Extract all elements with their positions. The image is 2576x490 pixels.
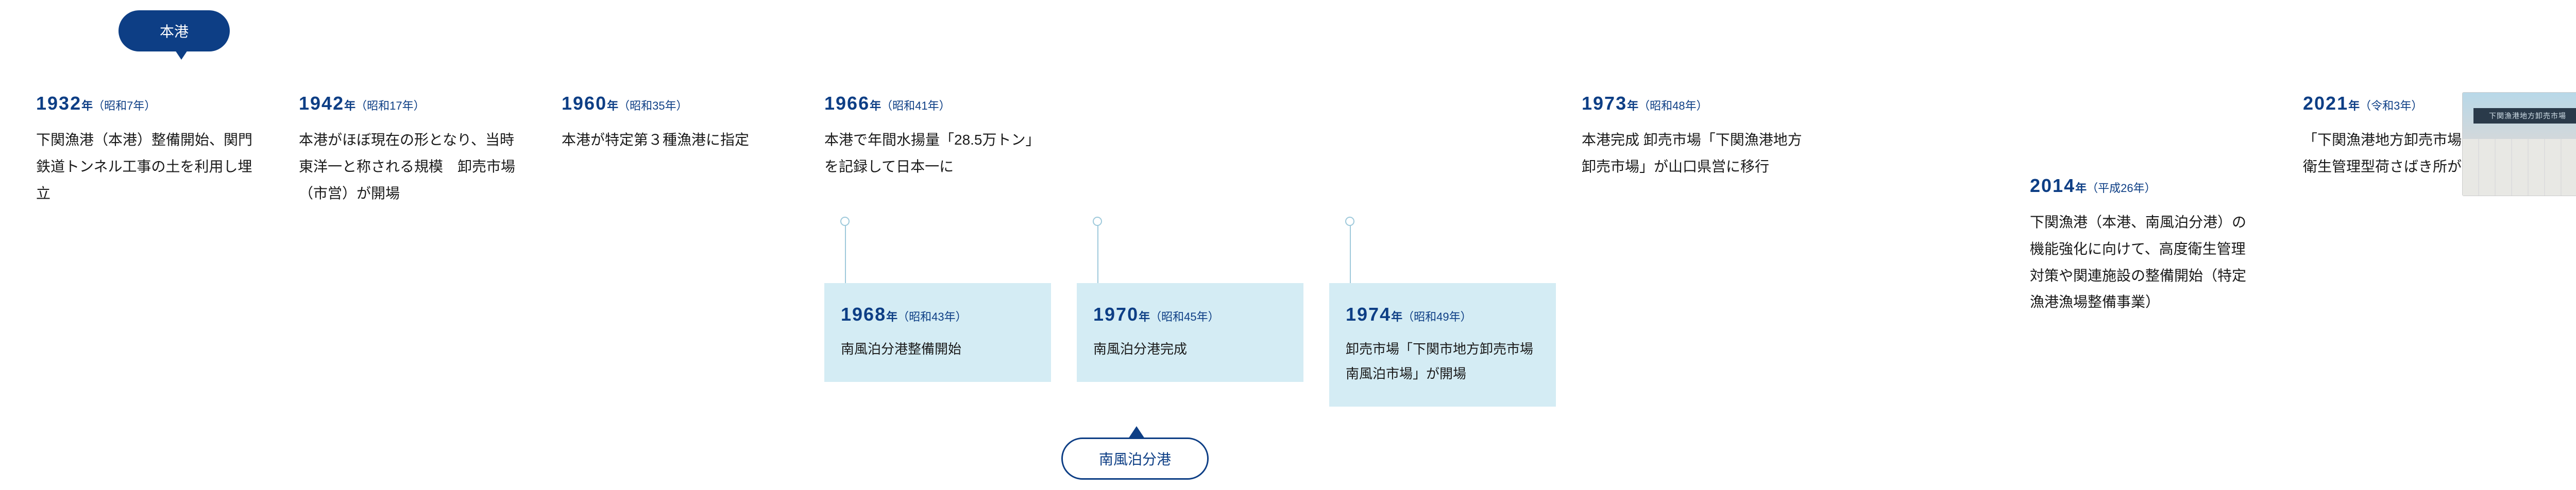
timeline-entry: 1973年（昭和48年） 本港完成 卸売市場「下関漁港地方卸売市場」が山口県営に移…: [1582, 93, 1808, 180]
timeline-sub-entry: 1970年（昭和45年） 南風泊分港完成: [1077, 283, 1303, 382]
year-suffix: 年: [81, 99, 93, 112]
year-line: 1968年（昭和43年）: [841, 304, 1035, 325]
year-main: 1932: [36, 93, 81, 114]
entry-description: 南風泊分港整備開始: [841, 337, 1035, 361]
connector-dot-icon: [1093, 217, 1102, 226]
year-suffix: 年: [870, 99, 881, 112]
market-photo-sign: 下関漁港地方卸売市場: [2473, 108, 2576, 124]
year-line: 1966年（昭和41年）: [824, 93, 1051, 114]
year-suffix: 年: [607, 99, 618, 112]
year-line: 1970年（昭和45年）: [1093, 304, 1287, 325]
entry-description: 下関漁港（本港、南風泊分港）の機能強化に向けて、高度衛生管理対策や関連施設の整備…: [2030, 209, 2257, 316]
entry-description: 本港で年間水揚量「28.5万トン」を記録して日本一に: [824, 127, 1051, 180]
year-line: 1974年（昭和49年）: [1346, 304, 1539, 325]
connector-dot-icon: [840, 217, 850, 226]
timeline-connector: [1097, 221, 1098, 283]
badge-sub-port-pointer: [1128, 426, 1145, 439]
timeline-connector: [1350, 221, 1351, 283]
connector-dot-icon: [1345, 217, 1354, 226]
market-photo: 下関漁港地方卸売市場: [2463, 93, 2576, 196]
timeline-entry: 1960年（昭和35年） 本港が特定第３種漁港に指定: [562, 93, 788, 153]
year-line: 2014年（平成26年）: [2030, 175, 2257, 197]
timeline-entry: 2014年（平成26年） 下関漁港（本港、南風泊分港）の機能強化に向けて、高度衛生…: [2030, 175, 2257, 316]
year-suffix: 年: [2348, 99, 2360, 112]
entry-description: 本港が特定第３種漁港に指定: [562, 127, 788, 153]
timeline-connector: [845, 221, 846, 283]
year-main: 1942: [299, 93, 344, 114]
entry-description: 本港完成 卸売市場「下関漁港地方卸売市場」が山口県営に移行: [1582, 127, 1808, 180]
year-era: （昭和41年）: [881, 99, 950, 112]
year-era: （昭和49年）: [1402, 310, 1471, 323]
year-suffix: 年: [344, 99, 355, 112]
year-main: 1968: [841, 304, 886, 325]
year-era: （昭和7年）: [93, 99, 156, 112]
entry-description: 下関漁港（本港）整備開始、関門鉄道トンネル工事の土を利用し埋立: [36, 127, 263, 206]
badge-main-port: 本港: [118, 10, 230, 51]
year-main: 1973: [1582, 93, 1627, 114]
year-era: （昭和43年）: [897, 310, 967, 323]
timeline-entry: 1942年（昭和17年） 本港がほぼ現在の形となり、当時東洋一と称される規模 卸売…: [299, 93, 526, 206]
year-suffix: 年: [1391, 310, 1402, 323]
badge-sub-port: 南風泊分港: [1061, 437, 1209, 480]
timeline-entry: 1966年（昭和41年） 本港で年間水揚量「28.5万トン」を記録して日本一に: [824, 93, 1051, 180]
year-line: 1942年（昭和17年）: [299, 93, 526, 114]
timeline-sub-entry: 1974年（昭和49年） 卸売市場「下関市地方卸売市場南風泊市場」が開場: [1329, 283, 1556, 407]
year-era: （令和3年）: [2360, 99, 2422, 112]
year-suffix: 年: [1627, 99, 1638, 112]
timeline-entry: 1932年（昭和7年） 下関漁港（本港）整備開始、関門鉄道トンネル工事の土を利用し…: [36, 93, 263, 206]
year-era: （昭和45年）: [1150, 310, 1219, 323]
year-era: （平成26年）: [2087, 182, 2156, 195]
entry-description: 卸売市場「下関市地方卸売市場南風泊市場」が開場: [1346, 337, 1539, 386]
year-era: （昭和48年）: [1638, 99, 1707, 112]
year-main: 1966: [824, 93, 870, 114]
timeline-sub-entry: 1968年（昭和43年） 南風泊分港整備開始: [824, 283, 1051, 382]
year-main: 1974: [1346, 304, 1391, 325]
badge-main-port-pointer: [173, 47, 190, 60]
year-main: 1970: [1093, 304, 1139, 325]
year-era: （昭和17年）: [355, 99, 425, 112]
year-era: （昭和35年）: [618, 99, 687, 112]
year-line: 1973年（昭和48年）: [1582, 93, 1808, 114]
year-line: 1960年（昭和35年）: [562, 93, 788, 114]
year-suffix: 年: [886, 310, 897, 323]
year-suffix: 年: [2075, 182, 2087, 195]
entry-description: 南風泊分港完成: [1093, 337, 1287, 361]
year-main: 2014: [2030, 175, 2075, 196]
year-line: 1932年（昭和7年）: [36, 93, 263, 114]
year-main: 2021: [2303, 93, 2348, 114]
year-main: 1960: [562, 93, 607, 114]
year-suffix: 年: [1139, 310, 1150, 323]
entry-description: 本港がほぼ現在の形となり、当時東洋一と称される規模 卸売市場（市営）が開場: [299, 127, 526, 206]
